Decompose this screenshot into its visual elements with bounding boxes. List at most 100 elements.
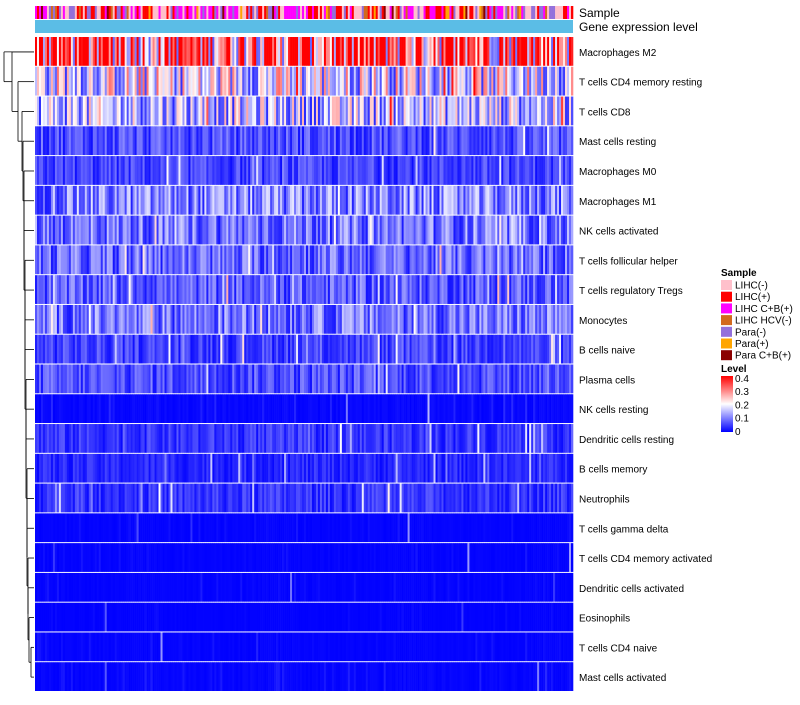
heatmap-cell: [280, 215, 283, 245]
heatmap-cell: [168, 513, 171, 543]
heatmap-cell: [537, 66, 540, 96]
heatmap-cell: [130, 424, 133, 453]
heatmap-cell: [286, 483, 289, 513]
sample-annotation-cell: [152, 6, 155, 19]
heatmap-cell: [373, 424, 377, 453]
heatmap-cell: [377, 275, 381, 304]
heatmap-cell: [48, 424, 52, 453]
heatmap-cell: [487, 453, 490, 483]
heatmap-cell: [286, 245, 289, 275]
heatmap-cell: [154, 245, 157, 275]
heatmap-cell: [62, 453, 66, 483]
heatmap-cell: [44, 245, 48, 275]
heatmap-cell: [559, 245, 562, 275]
heatmap-cell: [459, 96, 462, 126]
heatmap-cell: [160, 215, 163, 245]
heatmap-cell: [435, 245, 438, 275]
heatmap-cell: [367, 185, 371, 215]
heatmap-cell: [124, 543, 127, 572]
sample-annotation-cell: [543, 6, 546, 19]
heatmap-cell: [327, 513, 331, 543]
heatmap-cell: [327, 185, 331, 215]
heatmap-cell: [523, 126, 526, 156]
heatmap-cell: [543, 37, 546, 66]
heatmap-cell: [62, 156, 66, 185]
heatmap-cell: [497, 334, 500, 364]
heatmap-cell: [210, 245, 213, 275]
heatmap-cell: [288, 364, 291, 394]
heatmap-cell: [405, 96, 408, 126]
heatmap-cell: [124, 483, 127, 513]
heatmap-cell: [124, 185, 127, 215]
heatmap-cell: [525, 424, 528, 453]
heatmap-cell: [46, 453, 50, 483]
heatmap-cell: [218, 513, 221, 543]
heatmap-cell: [102, 334, 106, 364]
heatmap-cell: [307, 185, 311, 215]
heatmap-cell: [313, 156, 317, 185]
heatmap-cell: [216, 156, 219, 185]
heatmap-cell: [154, 513, 157, 543]
heatmap-cell: [130, 483, 133, 513]
heatmap-cell: [92, 543, 96, 572]
heatmap-cell: [407, 394, 410, 424]
heatmap-cell: [343, 245, 347, 275]
heatmap-cell: [236, 334, 239, 364]
heatmap-cell: [256, 543, 259, 572]
heatmap-cell: [288, 513, 291, 543]
heatmap-cell: [337, 483, 341, 513]
sample-annotation-cell: [182, 6, 185, 19]
heatmap-cell: [192, 364, 195, 394]
heatmap-cell: [190, 96, 193, 126]
heatmap-cell: [112, 126, 116, 156]
heatmap-cell: [302, 364, 305, 394]
sample-annotation-cell: [248, 6, 251, 19]
heatmap-cell: [266, 513, 269, 543]
sample-annotation-cell: [489, 6, 492, 19]
sample-annotation-cell: [224, 6, 227, 19]
heatmap-cell: [304, 275, 307, 304]
heatmap-cell: [98, 513, 102, 543]
heatmap-cell: [40, 215, 44, 245]
heatmap-cell: [529, 37, 532, 66]
heatmap-cell: [435, 394, 438, 424]
heatmap-cell: [296, 364, 299, 394]
heatmap-cell: [331, 334, 335, 364]
heatmap-cell: [333, 126, 337, 156]
heatmap-cell: [429, 126, 432, 156]
heatmap-cell: [475, 66, 478, 96]
heatmap-cell: [535, 245, 538, 275]
heatmap-cell: [417, 304, 420, 334]
heatmap-cell: [158, 66, 161, 96]
heatmap-cell: [503, 245, 506, 275]
heatmap-cell: [465, 334, 468, 364]
heatmap-cell: [36, 394, 40, 424]
heatmap-cell: [268, 513, 271, 543]
heatmap-cell: [206, 334, 209, 364]
heatmap-cell: [232, 275, 235, 304]
heatmap-cell: [461, 513, 464, 543]
heatmap-cell: [204, 453, 207, 483]
heatmap-cell: [64, 364, 68, 394]
heatmap-cell: [202, 275, 205, 304]
heatmap-cell: [481, 156, 484, 185]
heatmap-cell: [35, 245, 38, 275]
heatmap-cell: [236, 37, 239, 66]
heatmap-cell: [547, 334, 550, 364]
heatmap-cell: [563, 513, 566, 543]
heatmap-cell: [343, 394, 347, 424]
heatmap-cell: [96, 394, 100, 424]
heatmap-cell: [156, 483, 159, 513]
sample-annotation-cell: [455, 6, 458, 19]
heatmap-cell: [553, 215, 556, 245]
heatmap-cell: [441, 96, 444, 126]
heatmap-cell: [246, 483, 249, 513]
heatmap-cell: [260, 66, 263, 96]
heatmap-cell: [449, 245, 452, 275]
heatmap-cell: [168, 275, 171, 304]
heatmap-cell: [38, 394, 42, 424]
heatmap-cell: [437, 513, 440, 543]
heatmap-cell: [513, 483, 516, 513]
sample-annotation-cell: [413, 6, 416, 19]
heatmap-cell: [144, 215, 147, 245]
